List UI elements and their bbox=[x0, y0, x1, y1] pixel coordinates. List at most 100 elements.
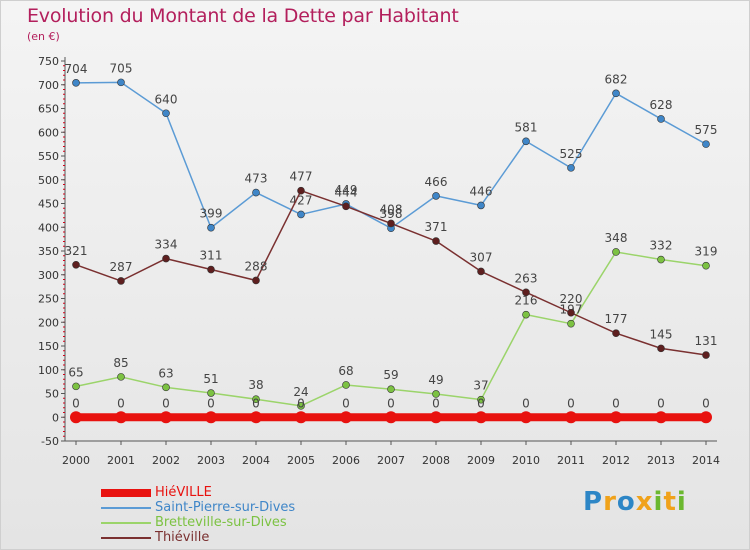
data-label: 0 bbox=[612, 396, 620, 410]
legend-swatch-hieville bbox=[101, 489, 151, 497]
data-label: 0 bbox=[117, 396, 125, 410]
data-point bbox=[612, 248, 620, 256]
y-tick-label: 300 bbox=[38, 269, 59, 282]
data-label: 63 bbox=[158, 366, 173, 380]
data-label: 0 bbox=[387, 396, 395, 410]
series-line bbox=[75, 251, 707, 407]
data-point bbox=[567, 308, 575, 317]
data-point bbox=[432, 192, 440, 200]
data-point bbox=[702, 140, 710, 148]
data-point bbox=[252, 276, 260, 285]
y-tick-label: 100 bbox=[38, 364, 59, 377]
x-tick-label: 2008 bbox=[422, 454, 450, 467]
x-tick-label: 2001 bbox=[107, 454, 135, 467]
data-label: 449 bbox=[335, 183, 358, 197]
data-label: 466 bbox=[425, 175, 448, 189]
data-label: 408 bbox=[380, 202, 403, 216]
data-label: 288 bbox=[245, 259, 268, 273]
legend-swatch-thieville bbox=[101, 537, 151, 539]
y-tick-label: 550 bbox=[38, 150, 59, 163]
data-point bbox=[477, 395, 485, 404]
y-tick-label: -50 bbox=[41, 435, 59, 448]
data-point bbox=[72, 79, 80, 87]
data-point bbox=[567, 319, 575, 328]
logo-letter: i bbox=[676, 487, 687, 517]
x-tick-label: 2000 bbox=[62, 454, 90, 467]
data-label: 682 bbox=[605, 72, 628, 86]
data-label: 65 bbox=[68, 365, 83, 379]
x-tick-label: 2012 bbox=[602, 454, 630, 467]
x-tick-label: 2011 bbox=[557, 454, 585, 467]
legend-label-saint-pierre: Saint-Pierre-sur-Dives bbox=[155, 500, 296, 515]
data-point bbox=[340, 411, 352, 424]
data-point bbox=[477, 201, 485, 210]
data-point bbox=[657, 255, 665, 264]
data-point bbox=[567, 164, 575, 172]
data-point bbox=[252, 395, 260, 404]
data-label: 311 bbox=[200, 249, 223, 263]
data-label: 0 bbox=[657, 396, 665, 410]
data-point bbox=[387, 219, 395, 228]
data-label: 37 bbox=[473, 379, 488, 393]
data-label: 59 bbox=[383, 368, 398, 382]
data-label: 0 bbox=[567, 396, 575, 410]
data-label: 427 bbox=[290, 193, 313, 207]
data-label: 444 bbox=[335, 185, 358, 199]
data-label: 575 bbox=[695, 123, 718, 137]
data-label: 177 bbox=[605, 312, 628, 326]
data-label: 145 bbox=[650, 327, 673, 341]
data-point bbox=[385, 411, 397, 424]
data-label: 446 bbox=[470, 184, 493, 198]
data-point bbox=[117, 78, 125, 87]
y-tick-label: 250 bbox=[38, 293, 59, 306]
data-point bbox=[207, 265, 215, 274]
data-point bbox=[115, 411, 127, 424]
data-point bbox=[160, 411, 172, 424]
data-label: 581 bbox=[515, 120, 538, 134]
x-tick-label: 2013 bbox=[647, 454, 675, 467]
data-label: 332 bbox=[650, 239, 673, 253]
legend-label-thieville: Thiéville bbox=[155, 530, 210, 545]
x-tick-label: 2003 bbox=[197, 454, 225, 467]
y-tick-label: 650 bbox=[38, 103, 59, 116]
data-label: 38 bbox=[248, 378, 263, 392]
data-point bbox=[657, 115, 665, 123]
x-tick-label: 2004 bbox=[242, 454, 270, 467]
data-point bbox=[117, 373, 125, 381]
data-point bbox=[72, 260, 80, 269]
data-label: 348 bbox=[605, 231, 628, 245]
y-tick-label: 450 bbox=[38, 198, 59, 211]
y-tick-label: 150 bbox=[38, 340, 59, 353]
y-tick-label: 0 bbox=[52, 411, 59, 424]
data-label: 525 bbox=[560, 147, 583, 161]
data-point bbox=[297, 210, 305, 219]
data-label: 0 bbox=[522, 396, 530, 410]
data-point bbox=[117, 277, 125, 285]
data-point bbox=[612, 329, 620, 337]
chart-title: Evolution du Montant de la Dette par Hab… bbox=[27, 5, 459, 27]
data-label: 0 bbox=[297, 396, 305, 410]
data-label: 473 bbox=[245, 172, 268, 186]
data-label: 0 bbox=[252, 396, 260, 410]
data-label: 399 bbox=[200, 207, 223, 221]
data-point bbox=[520, 411, 532, 424]
data-label: 68 bbox=[338, 364, 353, 378]
data-point bbox=[565, 411, 577, 424]
data-label: 0 bbox=[702, 396, 710, 410]
logo-letter: i bbox=[653, 487, 664, 517]
data-label: 640 bbox=[155, 92, 178, 106]
data-point bbox=[432, 237, 440, 245]
logo-letter: P bbox=[583, 487, 604, 517]
data-label: 51 bbox=[203, 372, 218, 386]
data-point bbox=[207, 223, 215, 232]
legend-swatch-saint-pierre bbox=[101, 507, 151, 509]
y-tick-label: 350 bbox=[38, 245, 59, 258]
data-point bbox=[610, 411, 622, 424]
data-label: 398 bbox=[380, 207, 403, 221]
x-tick-label: 2005 bbox=[287, 454, 315, 467]
data-label: 0 bbox=[432, 396, 440, 410]
data-label: 477 bbox=[290, 170, 313, 184]
data-point bbox=[657, 344, 665, 353]
